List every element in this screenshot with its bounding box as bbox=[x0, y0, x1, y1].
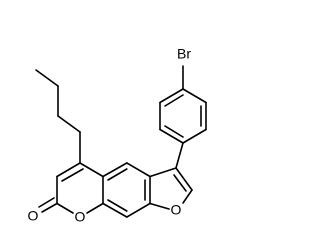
bonds bbox=[35, 65, 207, 218]
atom-label: O bbox=[171, 202, 182, 218]
atom-label: Br bbox=[177, 46, 191, 62]
molecule: Br O O O bbox=[28, 46, 207, 225]
atom-label: O bbox=[28, 208, 39, 224]
atom-label: O bbox=[75, 209, 86, 225]
